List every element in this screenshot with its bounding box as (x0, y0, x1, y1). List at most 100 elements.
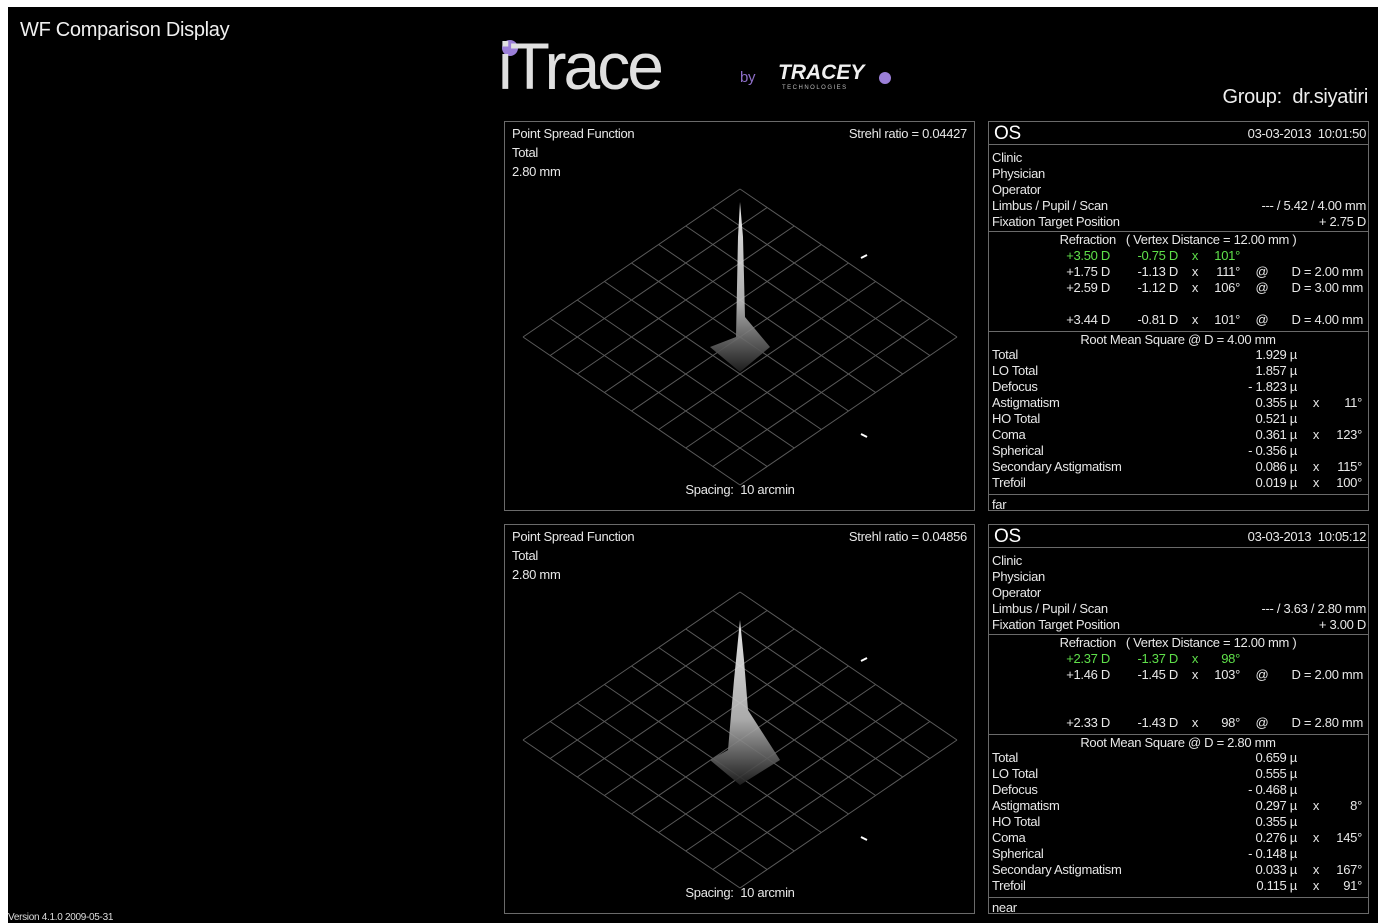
psf-grid-line (739, 188, 958, 338)
rms-cell: x (1312, 474, 1320, 490)
psf-marker (860, 433, 868, 438)
field-label: Operator (992, 584, 1041, 600)
rms-cell: Total (992, 749, 1018, 765)
rms-cell: 0.659 µ (1255, 749, 1297, 765)
refraction-cell: @ (1255, 311, 1269, 327)
exam-datetime: 03-03-2013 10:01:50 (1247, 125, 1367, 141)
rms-cell: Total (992, 346, 1018, 362)
rms-cell: 0.033 µ (1255, 861, 1297, 877)
field-label: Clinic (992, 552, 1022, 568)
rms-cell: x (1312, 394, 1320, 410)
window-title: WF Comparison Display (20, 19, 230, 41)
refraction-cell: 106° (1214, 279, 1240, 295)
rms-cell: 123° (1336, 426, 1362, 442)
rms-cell: 11° (1344, 394, 1362, 410)
rms-cell: Secondary Astigmatism (992, 861, 1122, 877)
rms-cell: 1.929 µ (1255, 346, 1297, 362)
rms-cell: 0.355 µ (1255, 813, 1297, 829)
refraction-cell: +1.46 D (1066, 666, 1110, 682)
rms-cell: 0.297 µ (1255, 797, 1297, 813)
refraction-cell: x (1191, 247, 1199, 263)
rms-cell: Spherical (992, 845, 1044, 861)
divider (989, 897, 1368, 898)
rms-cell: - 0.148 µ (1248, 845, 1297, 861)
psf-marker (860, 836, 868, 841)
psf-grid-line (685, 702, 904, 852)
rms-cell: LO Total (992, 362, 1038, 378)
field-value: + 2.75 D (1318, 213, 1366, 229)
refraction-header: Refraction ( Vertex Distance = 12.00 mm … (1059, 634, 1297, 650)
rms-cell: 167° (1336, 861, 1362, 877)
psf-grid-line (685, 299, 904, 449)
rms-cell: HO Total (992, 410, 1040, 426)
refraction-cell: -1.12 D (1137, 279, 1178, 295)
info-panel (988, 121, 1369, 511)
field-label: Operator (992, 181, 1041, 197)
psf-mode: Total (512, 144, 538, 160)
rms-cell: Astigmatism (992, 394, 1060, 410)
rms-cell: x (1312, 829, 1320, 845)
distance-label: near (992, 899, 1017, 915)
logo-dot (502, 40, 518, 56)
logo-dot (879, 72, 891, 84)
divider (989, 547, 1368, 548)
rms-header: Root Mean Square @ D = 2.80 mm (1080, 734, 1276, 750)
psf-grid-line (712, 721, 931, 870)
rms-cell: - 1.823 µ (1248, 378, 1297, 394)
psf-title: Point Spread Function (512, 125, 635, 141)
graphics (502, 40, 958, 889)
rms-cell: Trefoil (992, 474, 1026, 490)
rms-cell: 0.555 µ (1255, 765, 1297, 781)
refraction-cell: D = 2.80 mm (1291, 714, 1364, 730)
refraction-cell: @ (1255, 279, 1269, 295)
rms-cell: 0.361 µ (1255, 426, 1297, 442)
rms-cell: 145° (1336, 829, 1362, 845)
divider (989, 331, 1368, 332)
field-value: + 3.00 D (1318, 616, 1366, 632)
psf-grid-line (576, 299, 795, 449)
refraction-cell: D = 2.00 mm (1291, 263, 1364, 279)
rms-cell: x (1312, 797, 1320, 813)
rms-cell: x (1312, 861, 1320, 877)
field-label: Physician (992, 165, 1045, 181)
refraction-cell: x (1191, 279, 1199, 295)
rms-cell: Defocus (992, 378, 1038, 394)
psf-pupil: 2.80 mm (512, 566, 561, 582)
rms-cell: x (1312, 877, 1320, 893)
field-label: Fixation Target Position (992, 213, 1120, 229)
rms-cell: Astigmatism (992, 797, 1060, 813)
rms-cell: 0.355 µ (1255, 394, 1297, 410)
logo-brand: iTrace (498, 29, 664, 103)
refraction-cell: D = 4.00 mm (1291, 311, 1364, 327)
rms-cell: 0.019 µ (1255, 474, 1297, 490)
refraction-cell: @ (1255, 714, 1269, 730)
field-label: Fixation Target Position (992, 616, 1120, 632)
logo-company-sub: TECHNOLOGIES (782, 85, 848, 91)
logo-by: by (740, 68, 756, 86)
refraction-cell: 101° (1214, 247, 1240, 263)
psf-grid-line (522, 188, 741, 338)
field-label: Clinic (992, 149, 1022, 165)
version: Version 4.1.0 2009-05-31 (8, 912, 114, 923)
psf-spacing: Spacing: 10 arcmin (685, 481, 795, 497)
psf-grid-line (549, 721, 768, 870)
psf-panel (504, 524, 975, 914)
refraction-cell: 101° (1214, 311, 1240, 327)
field-label: Physician (992, 568, 1045, 584)
refraction-cell: @ (1255, 263, 1269, 279)
field-value: --- / 3.63 / 2.80 mm (1261, 600, 1366, 616)
refraction-cell: -0.81 D (1137, 311, 1178, 327)
exam-datetime: 03-03-2013 10:05:12 (1247, 528, 1367, 544)
rms-cell: 0.115 µ (1256, 877, 1297, 893)
divider (989, 231, 1368, 232)
psf-mode: Total (512, 547, 538, 563)
refraction-header: Refraction ( Vertex Distance = 12.00 mm … (1059, 231, 1297, 247)
psf-grid-line (739, 336, 958, 486)
psf-grid-line (522, 739, 741, 889)
field-label: Limbus / Pupil / Scan (992, 197, 1108, 213)
divider (989, 144, 1368, 145)
rms-cell: Trefoil (992, 877, 1026, 893)
refraction-cell: @ (1255, 666, 1269, 682)
refraction-cell: +3.50 D (1066, 247, 1110, 263)
psf-grid-line (576, 702, 795, 852)
